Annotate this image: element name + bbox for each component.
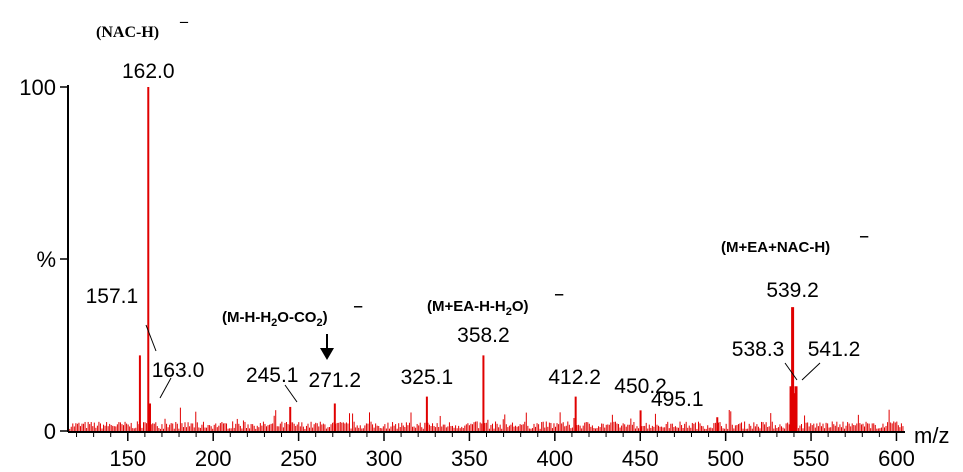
leader-line [159, 377, 172, 399]
svg-text:(M+EA+NAC-H): (M+EA+NAC-H) [721, 239, 830, 256]
peak-label: 450.2 [614, 375, 667, 398]
peak-label: 157.1 [86, 285, 139, 308]
svg-text:‒: ‒ [353, 298, 363, 315]
svg-text:‒: ‒ [859, 228, 869, 245]
x-tick-label: 300 [366, 446, 403, 471]
peak-label: 162.0 [122, 60, 175, 83]
annotation-m-ea-h-h2o: (M+EA-H-H2O) ‒ [427, 286, 564, 318]
svg-text:(M-H-H2O-CO2): (M-H-H2O-CO2) [222, 309, 328, 329]
peak-label: 163.0 [152, 359, 205, 382]
x-tick-label: 500 [707, 446, 744, 471]
x-tick-label: 350 [451, 446, 488, 471]
annotation-m-ea-nac-h: (M+EA+NAC-H) ‒ [721, 228, 869, 256]
x-tick-label: 200 [195, 446, 232, 471]
x-tick-label: 150 [109, 446, 146, 471]
peak-label: 495.1 [651, 388, 704, 411]
leader-line [145, 324, 157, 352]
y-tick-label: % [36, 247, 56, 272]
svg-text:‒: ‒ [554, 286, 564, 303]
y-tick-labels: 0% 100 [19, 75, 68, 444]
annotation-nac: (NAC-H) ‒ [96, 13, 189, 41]
x-tick-label: 600 [878, 446, 915, 471]
peak-label: 412.2 [548, 366, 601, 389]
leader-line [784, 362, 798, 381]
peak-bars [138, 87, 798, 431]
x-tick-label: 400 [536, 446, 573, 471]
peak-cluster [789, 393, 797, 431]
peak-label: 539.2 [766, 279, 819, 302]
peak-label: 245.1 [246, 364, 299, 387]
baseline-noise [69, 407, 904, 431]
arrow-down-icon [320, 334, 334, 360]
leader-line [284, 384, 298, 403]
peak-leader-lines [145, 324, 821, 403]
peak-label: 538.3 [732, 338, 785, 361]
x-minor-ticks [76, 432, 880, 437]
x-tick-label: 550 [793, 446, 830, 471]
peak-label: 325.1 [401, 366, 454, 389]
svg-text:(M+EA-H-H2O): (M+EA-H-H2O) [427, 298, 529, 318]
peak-label: 358.2 [457, 324, 510, 347]
x-axis-label: m/z [914, 423, 949, 448]
svg-text:(NAC-H): (NAC-H) [96, 24, 159, 41]
x-tick-label: 450 [622, 446, 659, 471]
x-tick-labels: 150 200 250 300 350 400 450 500 550 600 [109, 432, 915, 471]
leader-line [801, 362, 821, 381]
peak-label: 541.2 [808, 338, 861, 361]
y-tick-label: 0 [44, 419, 56, 444]
x-tick-label: 250 [280, 446, 317, 471]
annotation-m-h-h2o-co2: (M-H-H2O-CO2) ‒ [222, 298, 363, 329]
svg-text:‒: ‒ [179, 13, 189, 30]
peak-label: 271.2 [309, 369, 362, 392]
y-tick-label: 100 [19, 75, 56, 100]
